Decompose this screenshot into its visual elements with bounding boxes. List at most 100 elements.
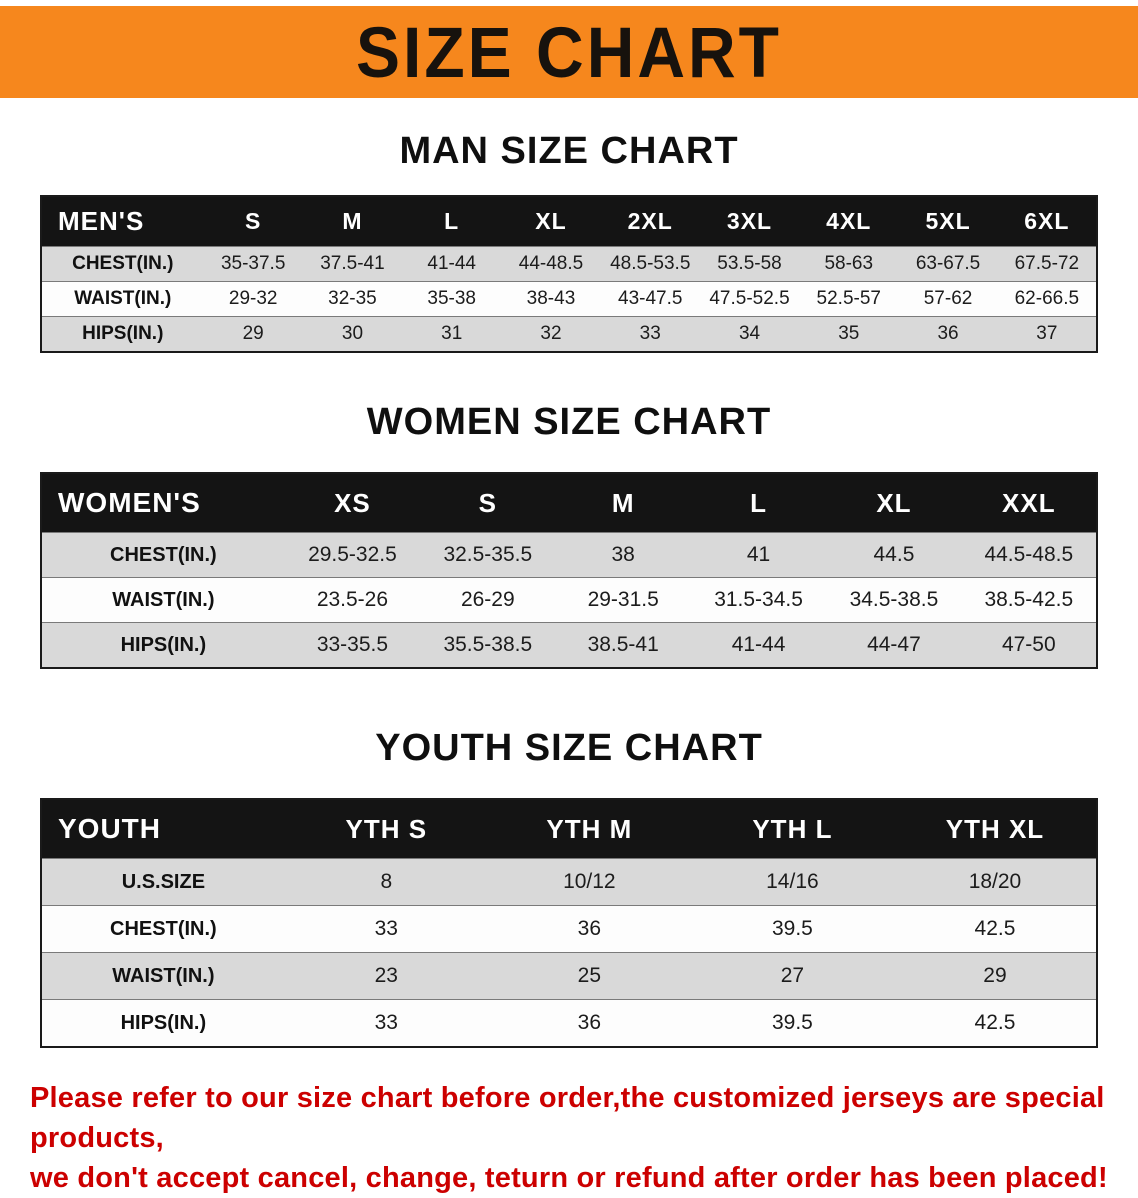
size-value: 23 <box>284 952 488 1000</box>
size-value: 29-31.5 <box>555 577 691 623</box>
size-value: 38-43 <box>501 281 601 317</box>
table-row: CHEST(IN.) 29.5-32.5 32.5-35.5 38 41 44.5 44.5… <box>41 532 1097 578</box>
size-value: 33 <box>284 905 488 953</box>
table-header-row: WOMEN'S XS S M L XL XXL <box>41 473 1097 533</box>
table-row: HIPS(IN.) 33 36 39.5 42.5 <box>41 999 1097 1047</box>
size-value: 63-67.5 <box>898 246 998 282</box>
size-value: 39.5 <box>690 905 894 953</box>
size-value: 27 <box>690 952 894 1000</box>
table-row: WAIST(IN.) 23 25 27 29 <box>41 952 1097 1000</box>
table-row: WAIST(IN.) 23.5-26 26-29 29-31.5 31.5-34.5 34… <box>41 577 1097 623</box>
table-header-row: YOUTH YTH S YTH M YTH L YTH XL <box>41 799 1097 859</box>
size-value: 37 <box>997 316 1097 352</box>
size-column-header: YTH S <box>345 813 428 844</box>
size-value: 36 <box>487 999 691 1047</box>
size-value: 53.5-58 <box>699 246 800 282</box>
size-value: 33-35.5 <box>284 622 421 668</box>
men-section-title: MAN SIZE CHART <box>399 130 739 172</box>
size-value: 29-32 <box>203 281 303 317</box>
women-size-section: WOMEN SIZE CHART WOMEN'S XS S M L XL XXL CHEST(… <box>0 401 1138 669</box>
size-value: 34.5-38.5 <box>826 577 962 623</box>
row-label: WAIST(IN.) <box>41 952 285 1000</box>
row-label: WAIST(IN.) <box>41 577 285 623</box>
size-value: 36 <box>898 316 998 352</box>
table-corner-label: WOMEN'S <box>58 487 201 518</box>
row-label: HIPS(IN.) <box>41 622 285 668</box>
size-value: 14/16 <box>690 858 894 906</box>
size-value: 25 <box>487 952 691 1000</box>
size-value: 52.5-57 <box>799 281 899 317</box>
row-label: HIPS(IN.) <box>41 999 285 1047</box>
size-value: 32 <box>501 316 601 352</box>
row-label: HIPS(IN.) <box>41 316 204 352</box>
row-label: U.S.SIZE <box>41 858 285 906</box>
size-value: 44.5 <box>826 532 962 578</box>
size-value: 31.5-34.5 <box>690 577 827 623</box>
size-value: 41-44 <box>690 622 827 668</box>
size-value: 35 <box>799 316 899 352</box>
size-column-header: 6XL <box>1024 208 1070 234</box>
size-value: 29 <box>203 316 303 352</box>
size-chart-banner: SIZE CHART <box>0 6 1138 98</box>
size-value: 62-66.5 <box>997 281 1097 317</box>
women-section-title: WOMEN SIZE CHART <box>366 401 772 443</box>
size-value: 8 <box>284 858 488 906</box>
size-value: 34 <box>699 316 800 352</box>
size-value: 48.5-53.5 <box>600 246 700 282</box>
size-value: 37.5-41 <box>302 246 403 282</box>
size-column-header: XS <box>334 487 371 518</box>
size-value: 32.5-35.5 <box>420 532 556 578</box>
size-column-header: XL <box>535 208 567 234</box>
size-column-header: M <box>342 208 363 234</box>
size-column-header: YTH XL <box>945 813 1045 844</box>
size-value: 29 <box>893 952 1097 1000</box>
table-header-row: MEN'S S M L XL 2XL 3XL 4XL 5XL 6XL <box>41 196 1097 247</box>
size-value: 43-47.5 <box>600 281 700 317</box>
size-value: 38.5-42.5 <box>961 577 1097 623</box>
table-corner-label: MEN'S <box>58 206 145 236</box>
men-size-table: MEN'S S M L XL 2XL 3XL 4XL 5XL 6XL CHEST(IN.) 35-37… <box>40 195 1098 353</box>
table-row: HIPS(IN.) 33-35.5 35.5-38.5 38.5-41 41-44 44-… <box>41 622 1097 668</box>
size-value: 35.5-38.5 <box>420 622 556 668</box>
size-value: 44-48.5 <box>501 246 601 282</box>
size-column-header: L <box>444 208 460 234</box>
size-column-header: YTH L <box>752 813 833 844</box>
women-size-table: WOMEN'S XS S M L XL XXL CHEST(IN.) 29.5-32.5 32.5… <box>40 472 1098 669</box>
disclaimer-line-1: Please refer to our size chart before or… <box>30 1082 1105 1155</box>
table-row: CHEST(IN.) 35-37.5 37.5-41 41-44 44-48.5 48.5… <box>41 246 1097 282</box>
table-row: CHEST(IN.) 33 36 39.5 42.5 <box>41 905 1097 953</box>
size-value: 33 <box>600 316 700 352</box>
youth-size-table: YOUTH YTH S YTH M YTH L YTH XL U.S.SIZE 8 10/12… <box>40 798 1098 1048</box>
size-column-header: XL <box>876 487 912 518</box>
disclaimer-note: Please refer to our size chart before or… <box>30 1078 1108 1198</box>
size-column-header: M <box>611 487 635 518</box>
youth-size-section: YOUTH SIZE CHART YOUTH YTH S YTH M YTH L YTH… <box>0 727 1138 1048</box>
men-size-section: MAN SIZE CHART MEN'S S M L XL 2XL 3XL 4XL 5XL 6XL… <box>0 130 1138 353</box>
row-label: CHEST(IN.) <box>41 532 285 578</box>
size-column-header: 3XL <box>726 208 773 234</box>
youth-section-title: YOUTH SIZE CHART <box>375 727 763 769</box>
size-value: 10/12 <box>487 858 691 906</box>
row-label: CHEST(IN.) <box>41 905 285 953</box>
size-value: 32-35 <box>302 281 403 317</box>
size-value: 31 <box>402 316 502 352</box>
table-corner-label: YOUTH <box>58 813 161 844</box>
size-column-header: XXL <box>1002 487 1056 518</box>
size-value: 42.5 <box>893 905 1097 953</box>
size-value: 44.5-48.5 <box>961 532 1097 578</box>
size-value: 36 <box>487 905 691 953</box>
size-value: 38 <box>555 532 691 578</box>
size-value: 38.5-41 <box>555 622 691 668</box>
size-value: 18/20 <box>893 858 1097 906</box>
size-value: 41-44 <box>402 246 502 282</box>
size-value: 47.5-52.5 <box>699 281 800 317</box>
table-row: HIPS(IN.) 29 30 31 32 33 34 35 36 37 <box>41 316 1097 352</box>
table-row: U.S.SIZE 8 10/12 14/16 18/20 <box>41 858 1097 906</box>
size-value: 33 <box>284 999 488 1047</box>
size-column-header: L <box>750 487 767 518</box>
size-value: 42.5 <box>893 999 1097 1047</box>
size-value: 41 <box>690 532 827 578</box>
size-value: 29.5-32.5 <box>284 532 421 578</box>
size-value: 58-63 <box>799 246 899 282</box>
table-row: WAIST(IN.) 29-32 32-35 35-38 38-43 43-47.5 47.… <box>41 281 1097 317</box>
